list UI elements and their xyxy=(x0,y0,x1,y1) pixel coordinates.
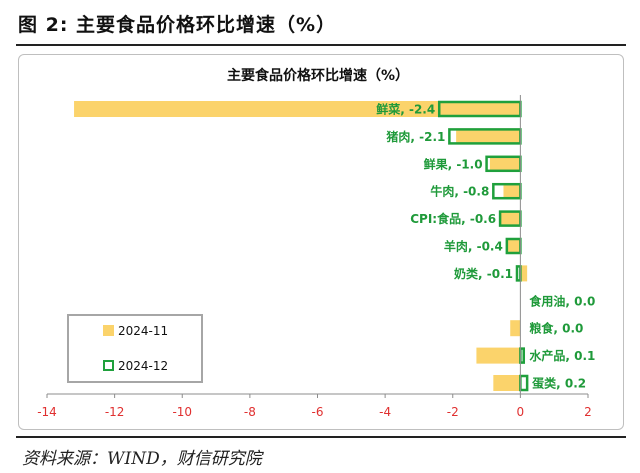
bar-2024-11-8 xyxy=(510,320,521,337)
data-label-9: 水产品, 0.1 xyxy=(529,348,595,363)
data-label-6: 奶类, -0.1 xyxy=(454,266,513,281)
data-label-8: 粮食, 0.0 xyxy=(529,321,583,336)
data-label-3: 牛肉, -0.8 xyxy=(430,184,489,199)
x-tick-label-6: -2 xyxy=(447,405,459,419)
chart-title: 主要食品价格环比增速（%） xyxy=(227,67,409,84)
bar-2024-11-10 xyxy=(493,375,521,391)
data-label-10: 蛋类, 0.2 xyxy=(532,376,586,391)
x-axis: -14 -12 -10 -8 -6 -4 -2 0 2 xyxy=(37,95,592,419)
data-label-2: 鲜果, -1.0 xyxy=(424,156,483,171)
legend-box xyxy=(67,314,203,383)
x-tick-label-2: -10 xyxy=(172,405,192,419)
bar-2024-11-9 xyxy=(476,347,521,364)
bar-2024-12-9 xyxy=(519,347,526,364)
data-label-5: 羊肉, -0.4 xyxy=(444,239,503,254)
x-tick-label-7: 0 xyxy=(517,405,525,419)
bar-2024-11-2 xyxy=(489,155,521,172)
x-tick-label-8: 2 xyxy=(584,405,592,419)
bottom-rule xyxy=(16,436,626,438)
bar-2024-11-5 xyxy=(506,238,521,254)
legend-swatch-2024-12 xyxy=(103,360,114,371)
data-labels: 鲜菜, -2.4 猪肉, -2.1 鲜果, -1.0 牛肉, -0.8 CPI:食品, … xyxy=(376,102,595,391)
data-label-7: 食用油, 0.0 xyxy=(528,293,595,308)
legend-label-2024-12: 2024-12 xyxy=(118,359,168,373)
data-label-1: 猪肉, -2.1 xyxy=(385,129,445,144)
data-label-0: 鲜菜, -2.4 xyxy=(376,102,435,117)
data-label-4: CPI:食品, -0.6 xyxy=(410,211,496,226)
top-rule xyxy=(16,44,626,46)
legend-label-2024-11: 2024-11 xyxy=(118,324,168,338)
legend-swatch-2024-11 xyxy=(103,325,114,336)
x-tick-label-0: -14 xyxy=(37,405,57,419)
x-tick-label-1: -12 xyxy=(105,405,125,419)
bar-2024-12-10 xyxy=(519,374,529,392)
figure-title: 图 2: 主要食品价格环比增速（%） xyxy=(18,14,337,36)
x-tick-label-4: -6 xyxy=(312,405,324,419)
bar-2024-11-4 xyxy=(500,210,521,227)
bar-2024-12-6 xyxy=(515,265,522,282)
x-tick-label-5: -4 xyxy=(379,405,391,419)
x-tick-label-3: -8 xyxy=(244,405,256,419)
series-2024-11-bars xyxy=(74,101,528,391)
bar-2024-11-1 xyxy=(456,128,521,145)
source-note: 资料来源：WIND，财信研究院 xyxy=(22,449,262,469)
bar-2024-11-0 xyxy=(74,101,521,117)
bar-2024-11-3 xyxy=(503,183,521,200)
bar-2024-11-6 xyxy=(520,265,528,282)
legend: 2024-11 2024-12 xyxy=(67,314,203,383)
